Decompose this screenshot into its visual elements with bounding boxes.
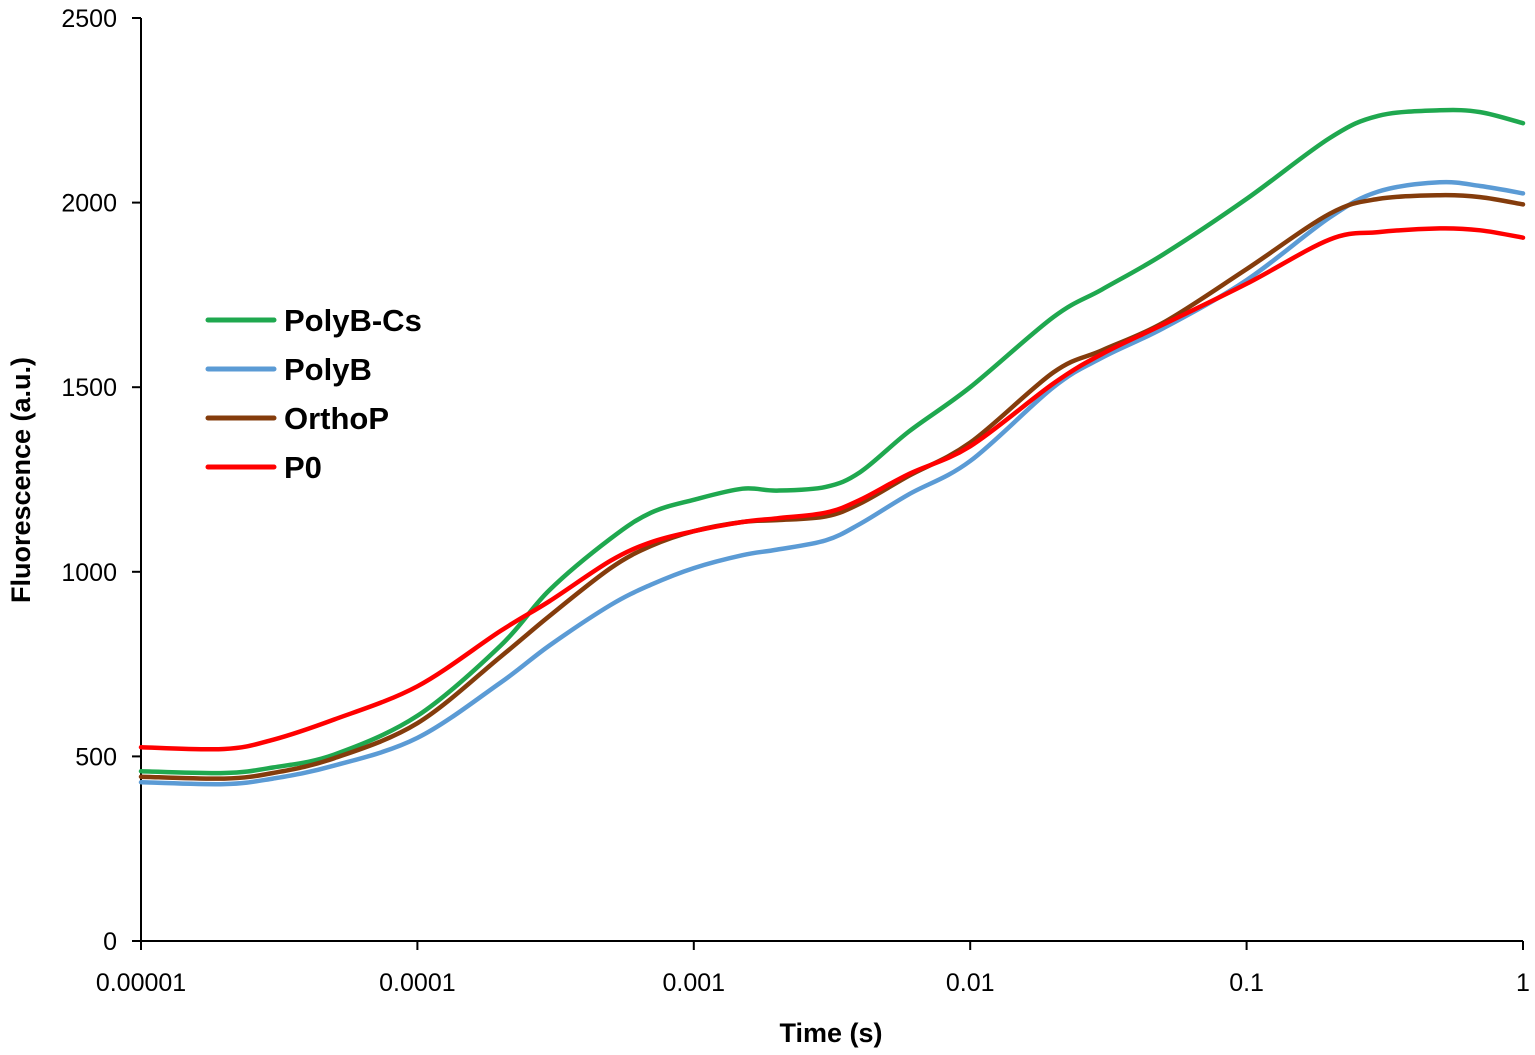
x-tick-label: 1 — [1516, 969, 1530, 997]
x-tick-label: 0.0001 — [379, 969, 455, 997]
y-tick-label: 500 — [75, 743, 117, 771]
y-tick-label: 0 — [103, 928, 117, 956]
axes: 0 500 1000 1500 2000 2500 0.00001 0.0001 0.001 0.… — [61, 5, 1530, 997]
series-line-p0 — [138, 226, 1526, 752]
y-axis-title: Fluorescence (a.u.) — [6, 357, 36, 603]
legend-label-polyb: PolyB — [284, 352, 372, 387]
legend: PolyB-Cs PolyB OrthoP P0 — [205, 303, 422, 485]
y-tick-label: 1000 — [61, 559, 117, 587]
y-tick-label: 1500 — [61, 374, 117, 402]
x-axis-title: Time (s) — [779, 1018, 882, 1048]
legend-label-polyb-cs: PolyB-Cs — [284, 303, 422, 338]
y-tick-label: 2500 — [61, 5, 117, 33]
series-line-polyb-cs — [138, 107, 1526, 776]
legend-label-p0: P0 — [284, 450, 322, 485]
y-tick-label: 2000 — [61, 190, 117, 218]
x-tick-label: 0.001 — [663, 969, 726, 997]
series-line-polyb — [138, 179, 1526, 787]
series-line-orthop — [138, 192, 1526, 781]
series-layer — [138, 107, 1526, 787]
x-tick-label: 0.1 — [1229, 969, 1264, 997]
x-tick-label: 0.01 — [946, 969, 995, 997]
legend-label-orthop: OrthoP — [284, 401, 389, 436]
x-tick-label: 0.00001 — [96, 969, 186, 997]
